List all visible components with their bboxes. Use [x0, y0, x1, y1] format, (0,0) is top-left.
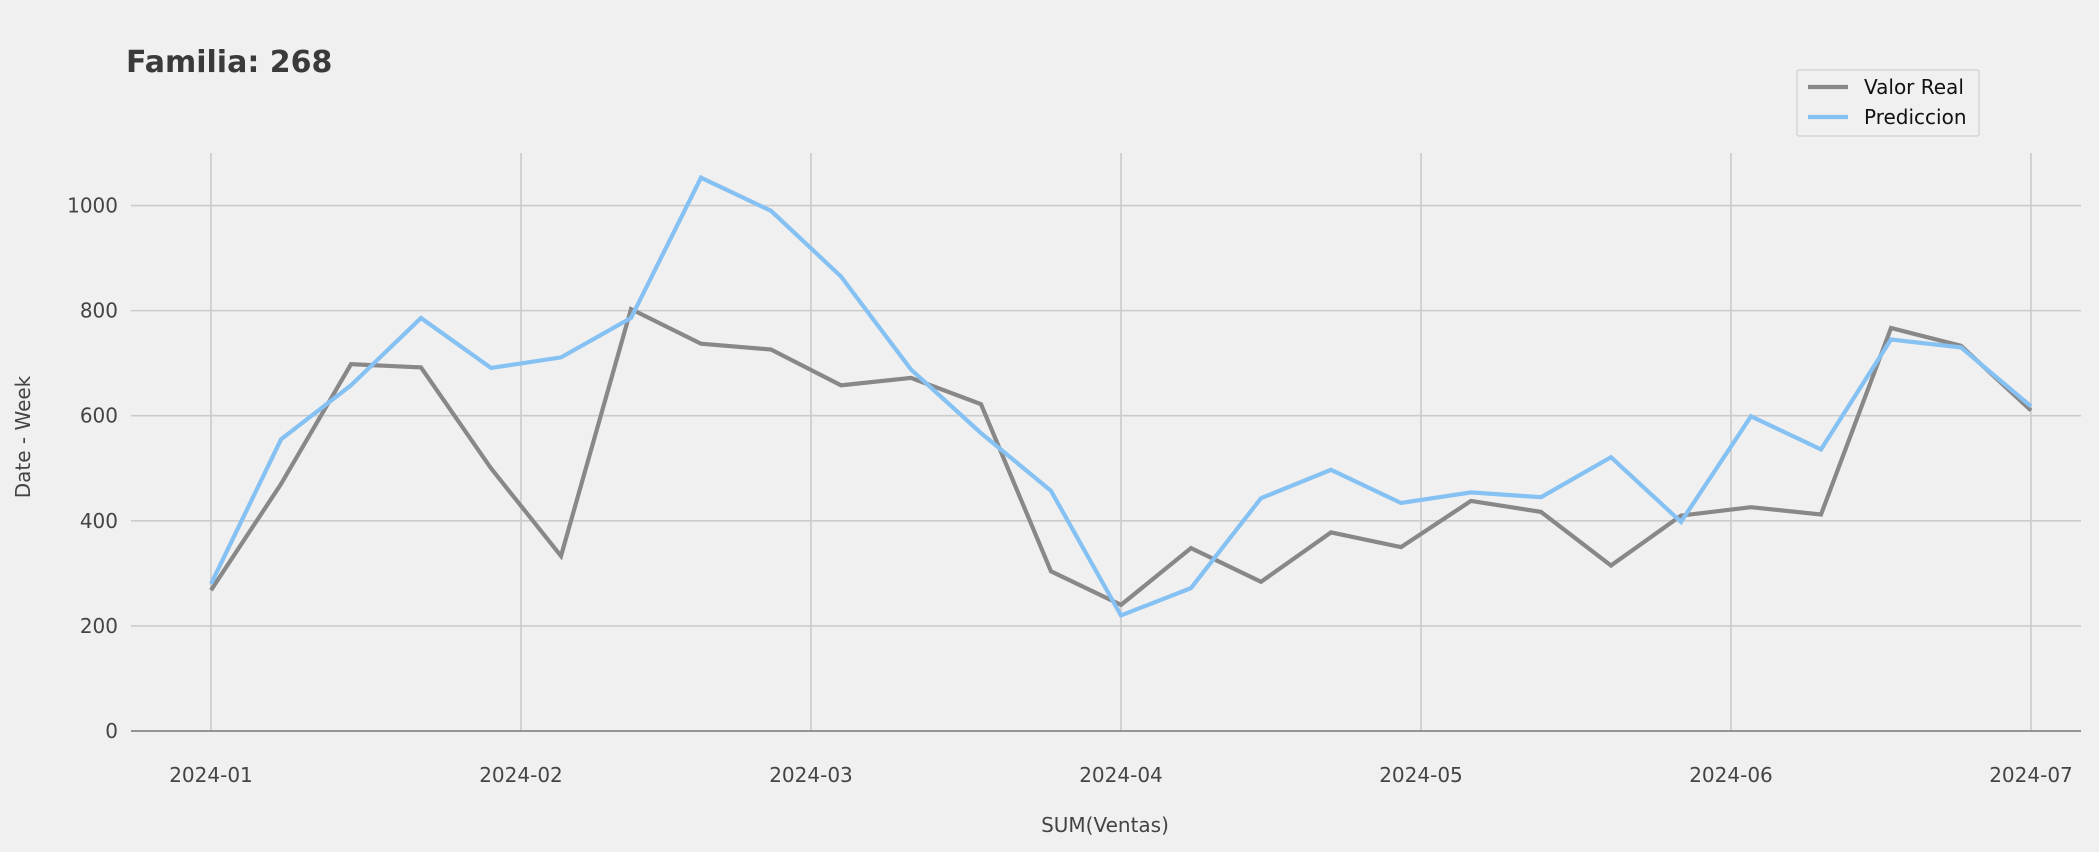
- y-tick-label: 600: [80, 404, 118, 428]
- series-prediccion: [209, 174, 2033, 619]
- y-axis-label: Date - Week: [11, 375, 35, 498]
- x-axis-label: SUM(Ventas): [1041, 813, 1169, 837]
- x-tick-label: 2024-06: [1689, 763, 1773, 787]
- legend-label-prediccion: Prediccion: [1864, 105, 1967, 129]
- y-tick-label: 0: [105, 719, 118, 743]
- x-tick-label: 2024-02: [479, 763, 563, 787]
- y-tick-label: 1000: [67, 194, 118, 218]
- y-tick-label: 400: [80, 509, 118, 533]
- x-tick-label: 2024-04: [1079, 763, 1163, 787]
- y-tick-labels: 0 200 400 600 800 1000: [67, 194, 118, 743]
- y-tick-label: 200: [80, 614, 118, 638]
- series-valor-real: [209, 306, 2033, 608]
- legend: Valor Real Prediccion: [1796, 69, 1980, 137]
- x-tick-labels: 2024-01 2024-02 2024-03 2024-04 2024-05 2024-…: [169, 763, 2073, 787]
- legend-label-valor-real: Valor Real: [1864, 75, 1964, 99]
- chart-title: Familia: 268: [126, 45, 332, 80]
- y-tick-label: 800: [80, 299, 118, 323]
- x-tick-label: 2024-07: [1989, 763, 2073, 787]
- x-tick-label: 2024-03: [769, 763, 853, 787]
- x-tick-label: 2024-01: [169, 763, 253, 787]
- series-lines: [209, 174, 2033, 619]
- x-tick-label: 2024-05: [1379, 763, 1463, 787]
